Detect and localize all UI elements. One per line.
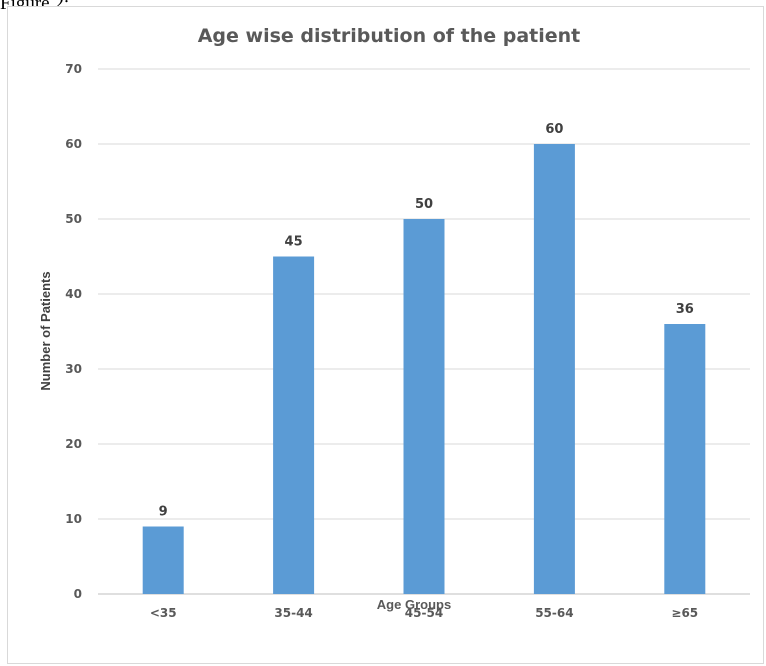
chart-frame (7, 6, 764, 664)
bars (142, 144, 706, 594)
x-tick-label: 45-54 (405, 606, 443, 620)
data-label: 60 (545, 122, 563, 137)
bar (664, 324, 706, 594)
y-tick-label: 60 (65, 137, 82, 151)
x-tick-label: 35-44 (274, 606, 312, 620)
data-label: 45 (285, 235, 303, 250)
y-tick-label: 30 (65, 362, 82, 376)
bar (273, 256, 315, 594)
data-label: 36 (676, 302, 694, 317)
x-tick-label: ≥65 (671, 606, 698, 620)
data-label: 9 (159, 505, 168, 520)
data-label: 50 (415, 197, 433, 212)
y-tick-label: 70 (65, 62, 82, 76)
bar (533, 144, 575, 594)
data-labels: 9 45 50 60 36 (159, 122, 694, 520)
y-tick-label: 20 (65, 437, 82, 451)
bar (142, 526, 184, 594)
x-axis-label: Age Groups (377, 597, 451, 612)
y-tick-label: 50 (65, 212, 82, 226)
x-tick-label: <35 (150, 606, 177, 620)
x-tick-label: 55-64 (535, 606, 573, 620)
y-tick-label: 10 (65, 512, 82, 526)
y-tick-label: 0 (74, 587, 82, 601)
chart-title: Age wise distribution of the patient (198, 25, 581, 47)
y-tick-label: 40 (65, 287, 82, 301)
x-axis-ticks: <35 35-44 45-54 55-64 ≥65 (150, 606, 698, 620)
y-axis-ticks: 0 10 20 30 40 50 60 70 (65, 62, 82, 601)
y-axis-label: Number of Patients (38, 271, 53, 390)
bar (403, 219, 445, 594)
